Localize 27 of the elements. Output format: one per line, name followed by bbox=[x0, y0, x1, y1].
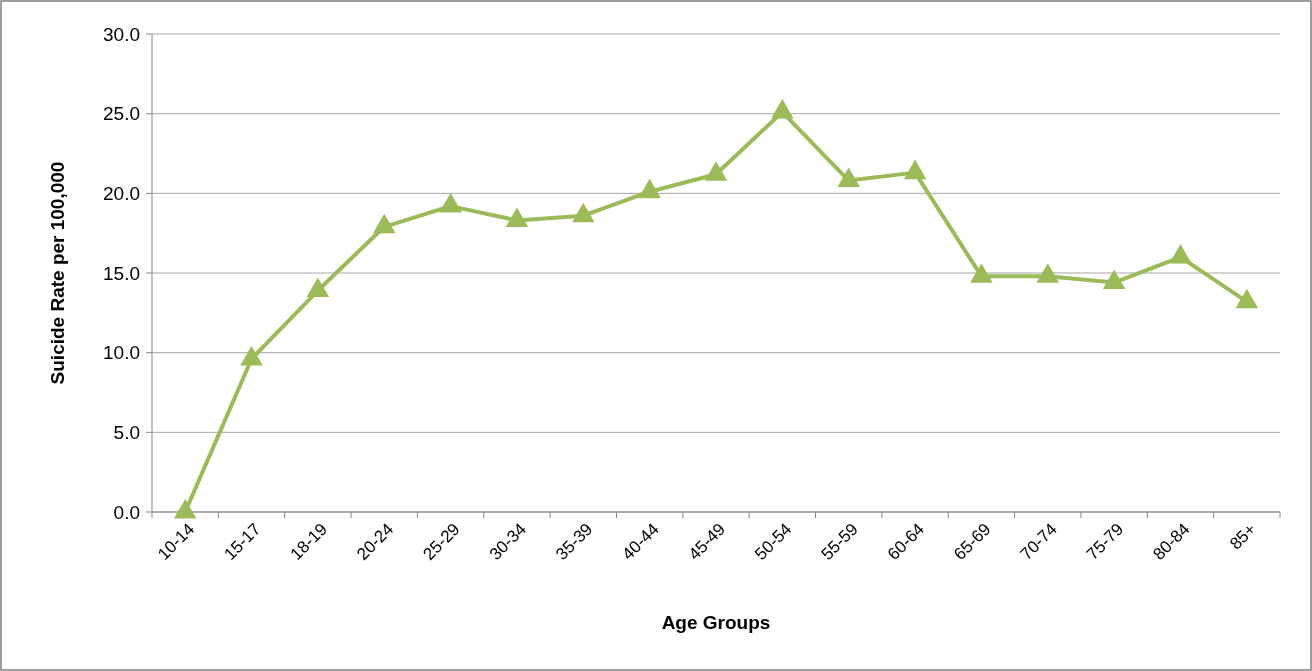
point bbox=[704, 161, 728, 181]
y-tick-label: 30.0 bbox=[103, 23, 140, 45]
point bbox=[771, 99, 794, 119]
point bbox=[240, 346, 263, 366]
x-tick-label: 85+ bbox=[1226, 519, 1260, 554]
point bbox=[1102, 269, 1126, 290]
y-tick-label: 20.0 bbox=[103, 182, 140, 204]
x-axis-title: Age Groups bbox=[661, 612, 771, 633]
y-axis-title: Suicide Rate per 100,000 bbox=[47, 161, 68, 385]
point bbox=[638, 178, 661, 199]
y-tick-label: 10.0 bbox=[103, 342, 140, 364]
point bbox=[439, 193, 462, 213]
point bbox=[1235, 288, 1259, 309]
point bbox=[837, 167, 860, 188]
y-tick-label: 5.0 bbox=[113, 421, 140, 443]
y-tick-label: 15.0 bbox=[103, 262, 140, 284]
y-tick-label: 0.0 bbox=[113, 501, 140, 523]
point bbox=[173, 498, 197, 519]
point bbox=[903, 159, 927, 180]
point bbox=[306, 277, 330, 298]
y-tick-label: 25.0 bbox=[103, 103, 140, 125]
point bbox=[1036, 263, 1060, 283]
point bbox=[572, 202, 595, 223]
point bbox=[505, 207, 529, 227]
point bbox=[970, 263, 993, 283]
point bbox=[1169, 244, 1192, 264]
point bbox=[372, 213, 396, 234]
